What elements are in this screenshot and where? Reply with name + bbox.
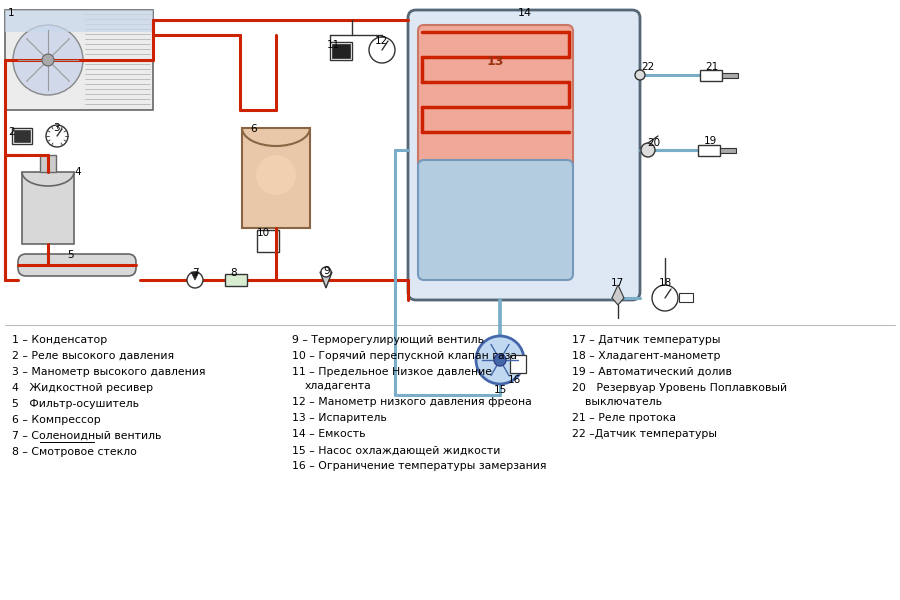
Circle shape (42, 54, 54, 66)
FancyBboxPatch shape (18, 254, 136, 276)
Bar (5, 10, 153, 110)
Circle shape (652, 285, 678, 311)
Text: 14: 14 (518, 8, 532, 18)
Text: 10 – Горячий перепускной клапан газа: 10 – Горячий перепускной клапан газа (292, 351, 517, 361)
Text: выключатель: выключатель (585, 397, 662, 407)
Text: 22: 22 (641, 62, 654, 72)
Text: 15: 15 (493, 385, 507, 395)
Circle shape (476, 336, 524, 384)
Text: 5   Фильтр-осушитель: 5 Фильтр-осушитель (12, 399, 139, 409)
Polygon shape (320, 272, 332, 288)
Text: 12: 12 (374, 36, 388, 46)
Text: 18 – Хладагент-манометр: 18 – Хладагент-манометр (572, 351, 721, 361)
Text: 20   Резервуар Уровень Поплавковый: 20 Резервуар Уровень Поплавковый (572, 383, 788, 393)
Text: 21: 21 (706, 62, 718, 72)
Text: 22 –Датчик температуры: 22 –Датчик температуры (572, 430, 717, 439)
Text: 6: 6 (250, 124, 256, 134)
Bar (40, 155, 56, 172)
Text: 14 – Емкость: 14 – Емкость (292, 430, 365, 439)
Text: 15 – Насос охлаждающей жидкости: 15 – Насос охлаждающей жидкости (292, 445, 500, 455)
Text: 11 – Предельное Низкое давление: 11 – Предельное Низкое давление (292, 367, 492, 377)
FancyBboxPatch shape (418, 160, 573, 280)
Text: 19: 19 (704, 136, 716, 146)
Bar (698, 145, 720, 156)
Polygon shape (332, 44, 350, 58)
Polygon shape (612, 285, 624, 305)
Text: 5: 5 (67, 250, 73, 260)
Text: 1: 1 (8, 8, 14, 18)
Bar (22, 172, 74, 244)
Bar (225, 274, 247, 286)
Text: 20: 20 (647, 138, 660, 148)
Text: 8: 8 (230, 268, 237, 278)
Text: 21 – Реле протока: 21 – Реле протока (572, 413, 676, 424)
Bar (242, 128, 310, 228)
Polygon shape (14, 130, 30, 142)
Bar (330, 42, 352, 60)
Text: 12 – Манометр низкого давления фреона: 12 – Манометр низкого давления фреона (292, 397, 532, 407)
Text: 16: 16 (508, 375, 520, 385)
Bar (12, 128, 32, 144)
Circle shape (494, 354, 506, 366)
Circle shape (641, 143, 655, 157)
Text: 7 – Соленоидный вентиль: 7 – Соленоидный вентиль (12, 431, 161, 441)
Text: 8 – Смотровое стекло: 8 – Смотровое стекло (12, 447, 137, 457)
Circle shape (369, 37, 395, 63)
Text: 2: 2 (8, 127, 14, 137)
Bar (722, 73, 738, 78)
Text: 18: 18 (659, 278, 671, 288)
Text: 2 – Реле высокого давления: 2 – Реле высокого давления (12, 351, 174, 361)
FancyBboxPatch shape (418, 25, 573, 170)
Bar (720, 148, 736, 153)
Bar (679, 293, 693, 302)
Text: 1 – Конденсатор: 1 – Конденсатор (12, 335, 107, 345)
Circle shape (321, 267, 331, 277)
Text: 10: 10 (257, 228, 270, 238)
Text: 16 – Ограничение температуры замерзания: 16 – Ограничение температуры замерзания (292, 461, 546, 472)
Circle shape (46, 125, 68, 147)
Polygon shape (191, 272, 199, 280)
Circle shape (256, 155, 296, 195)
Text: 9: 9 (323, 266, 329, 276)
Bar (5, 10, 153, 32)
Text: 7: 7 (192, 268, 199, 278)
Text: 17 – Датчик температуры: 17 – Датчик температуры (572, 335, 721, 345)
Text: 4: 4 (74, 167, 81, 177)
Text: 3: 3 (53, 123, 59, 133)
Bar (257, 230, 279, 252)
Text: 4   Жидкостной ресивер: 4 Жидкостной ресивер (12, 383, 153, 393)
FancyBboxPatch shape (408, 10, 640, 300)
Text: 6 – Компрессор: 6 – Компрессор (12, 415, 101, 425)
Text: 13 – Испаритель: 13 – Испаритель (292, 413, 387, 424)
Text: хладагента: хладагента (305, 381, 372, 391)
Circle shape (13, 25, 83, 95)
Text: 3 – Манометр высокого давления: 3 – Манометр высокого давления (12, 367, 205, 377)
Circle shape (187, 272, 203, 288)
Text: 13: 13 (486, 55, 504, 68)
Bar (700, 70, 722, 81)
Text: 17: 17 (610, 278, 624, 288)
Text: 11: 11 (327, 40, 340, 50)
Text: 19 – Автоматический долив: 19 – Автоматический долив (572, 367, 732, 377)
Circle shape (635, 70, 645, 80)
Bar (510, 355, 526, 373)
Text: 9 – Терморегулирующий вентиль: 9 – Терморегулирующий вентиль (292, 335, 484, 345)
